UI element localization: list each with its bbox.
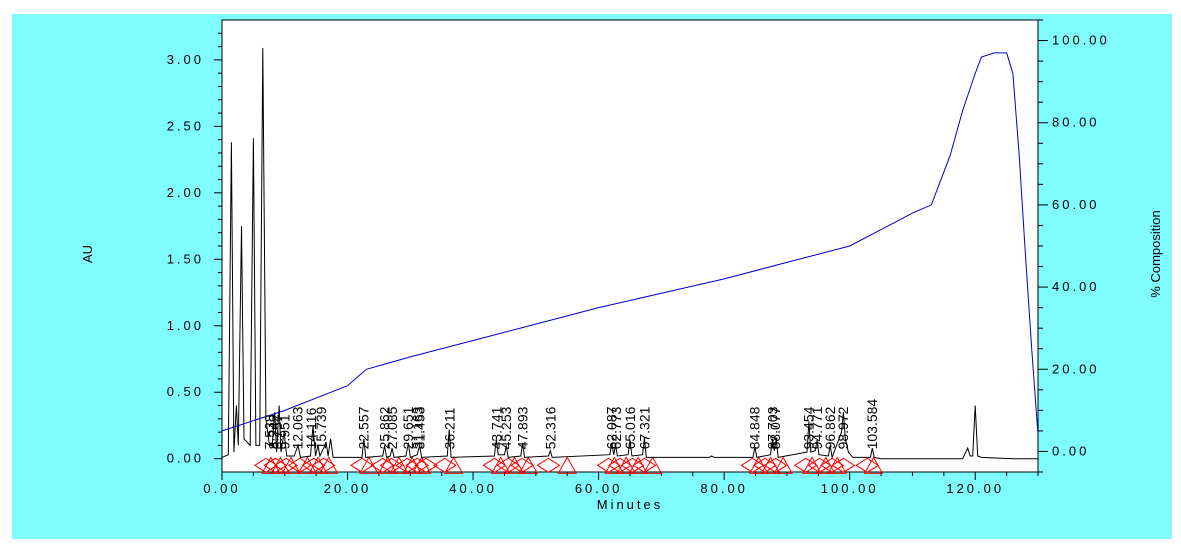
integration-diamond <box>620 457 645 473</box>
peak-label: 8.242 <box>266 414 282 449</box>
integration-diamond <box>632 457 657 473</box>
integration-triangle <box>377 456 398 474</box>
y2-tick-label: 80.00 <box>1052 115 1100 130</box>
y2-tick-label: 60.00 <box>1052 197 1100 212</box>
integration-triangle <box>318 456 339 474</box>
y2-tick-label: 40.00 <box>1052 279 1100 294</box>
peak-label: 22.557 <box>356 406 372 449</box>
y2-tick-label: 0.00 <box>1052 443 1089 458</box>
peak-label: 52.316 <box>542 406 558 449</box>
integration-triangle <box>518 456 539 474</box>
peak-label: 31.453 <box>411 406 427 449</box>
integration-diamond <box>820 457 845 473</box>
peak-label: 93.454 <box>801 406 817 449</box>
integration-triangle <box>863 456 884 474</box>
x-tick-label: 100.00 <box>821 481 879 496</box>
integration-diamond <box>763 457 788 473</box>
peak-label: 65.016 <box>622 406 638 449</box>
peak-label: 62.773 <box>608 406 624 449</box>
integration-diamond <box>395 457 420 473</box>
integration-diamond <box>254 457 278 473</box>
integration-diamond <box>287 457 312 473</box>
x-tick-label: 80.00 <box>700 481 748 496</box>
integration-diamond <box>274 457 298 473</box>
y-tick-label: 1.50 <box>167 251 204 266</box>
peak-label: 96.862 <box>822 406 838 449</box>
integration-triangle <box>642 456 663 474</box>
peak-label: 43.741 <box>489 406 505 449</box>
axes <box>214 19 1048 480</box>
chromatogram-trace <box>221 47 1038 460</box>
peak-label: 8.757 <box>269 414 285 449</box>
integration-triangle <box>490 456 511 474</box>
peak-label: 103.584 <box>864 399 880 450</box>
integration-triangle <box>359 456 379 474</box>
y-tick-label: 2.00 <box>167 185 204 200</box>
integration-triangle <box>773 456 794 474</box>
x-axis-label: Minutes <box>597 497 664 512</box>
integration-diamond <box>405 457 430 473</box>
peak-label: 27.085 <box>384 406 400 449</box>
y2-tick-label: 100.00 <box>1052 33 1110 48</box>
peak-label: 98.972 <box>835 406 851 449</box>
peak-label: 9.951 <box>277 414 293 449</box>
integration-diamond <box>379 457 404 473</box>
integration-markers <box>254 456 884 474</box>
integration-diamond <box>596 457 621 473</box>
peak-label: 31.163 <box>410 406 426 449</box>
peak-label: 62.087 <box>604 406 620 449</box>
peak-label: 14.116 <box>303 407 319 449</box>
y-tick-label: 2.50 <box>167 118 204 133</box>
integration-triangle <box>504 456 525 474</box>
peak-label: 45.253 <box>498 406 514 449</box>
peak-label: 7.538 <box>261 414 277 449</box>
y2-tick-label: 20.00 <box>1052 361 1100 376</box>
y-tick-label: 0.00 <box>167 451 204 466</box>
y-tick-label: 0.50 <box>167 384 204 399</box>
peak-label: 47.893 <box>515 406 531 449</box>
integration-diamond <box>753 457 777 473</box>
peak-label: 67.321 <box>637 406 653 449</box>
integration-diamond <box>370 457 395 473</box>
peak-label: 29.651 <box>400 406 416 449</box>
integration-diamond <box>536 457 561 473</box>
x-tick-label: 40.00 <box>449 481 497 496</box>
integration-diamond <box>432 457 457 473</box>
peak-label: 36.211 <box>441 407 457 449</box>
gradient-composition-line <box>221 52 1039 436</box>
peak-label: 84.848 <box>747 406 763 449</box>
tick-labels: 0.00 0.50 1.00 1.50 2.00 2.50 3.00 0.00 20.00 40.… <box>167 33 1110 496</box>
integration-triangle <box>443 456 464 474</box>
integration-diamond <box>414 457 438 473</box>
x-tick-label: 60.00 <box>575 481 623 496</box>
peak-label: 12.063 <box>290 406 306 449</box>
y-tick-label: 3.00 <box>167 52 204 67</box>
x-tick-label: 20.00 <box>324 481 372 496</box>
integration-triangle <box>281 456 301 474</box>
x-tick-label: 0.00 <box>203 481 240 496</box>
integration-triangle <box>557 456 578 474</box>
series-layer <box>221 47 1039 460</box>
y2-axis-label: % Composition <box>1148 210 1163 297</box>
chart-frame: 7.538 8.242 8.757 9.951 12.063 14.116 15.739 22… <box>12 14 1172 539</box>
y-axis-label: AU <box>80 245 95 263</box>
integration-triangle <box>411 456 432 474</box>
integration-triangle <box>802 456 822 474</box>
peak-label: 87.703 <box>765 406 781 449</box>
peak-label: 25.862 <box>376 406 392 449</box>
peak-label: 88.077 <box>767 406 783 449</box>
integration-diamond <box>831 457 856 473</box>
peak-label: 15.739 <box>313 406 329 449</box>
integration-diamond <box>311 457 336 473</box>
integration-triangle <box>760 456 781 474</box>
y-tick-label: 1.00 <box>167 318 204 333</box>
x-tick-label: 120.00 <box>946 481 1004 496</box>
integration-triangle <box>389 456 409 474</box>
peak-label: 94.771 <box>809 406 825 449</box>
plot-area <box>221 19 1039 473</box>
